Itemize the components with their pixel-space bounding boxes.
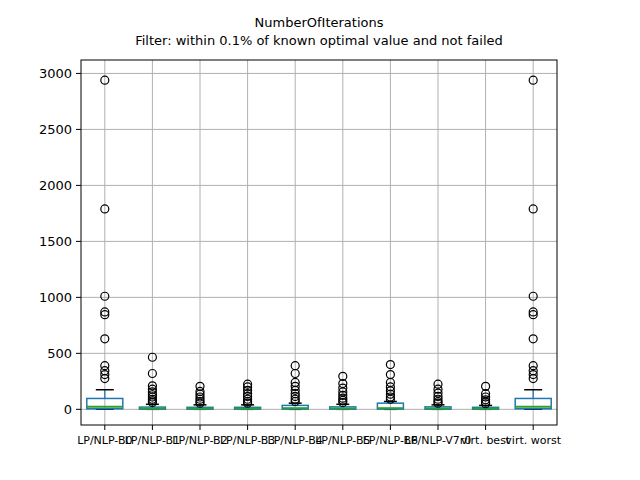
y-tick-label: 3000 [39,66,72,81]
plot-area: 050010001500200025003000LP/NLP-B0LP/NLP-… [39,60,562,447]
y-tick-label: 0 [64,402,72,417]
y-tick-label: 500 [47,346,72,361]
chart-title: NumberOfIterations [255,15,384,30]
x-tick-label: virt. best [461,434,511,447]
figure: NumberOfIterations Filter: within 0.1% o… [0,0,640,480]
y-tick-label: 1500 [39,234,72,249]
y-tick-label: 2000 [39,178,72,193]
y-tick-label: 2500 [39,122,72,137]
y-tick-label: 1000 [39,290,72,305]
boxplot-chart: NumberOfIterations Filter: within 0.1% o… [0,0,640,480]
chart-subtitle: Filter: within 0.1% of known optimal val… [135,33,503,48]
x-tick-label: virt. worst [505,434,561,447]
